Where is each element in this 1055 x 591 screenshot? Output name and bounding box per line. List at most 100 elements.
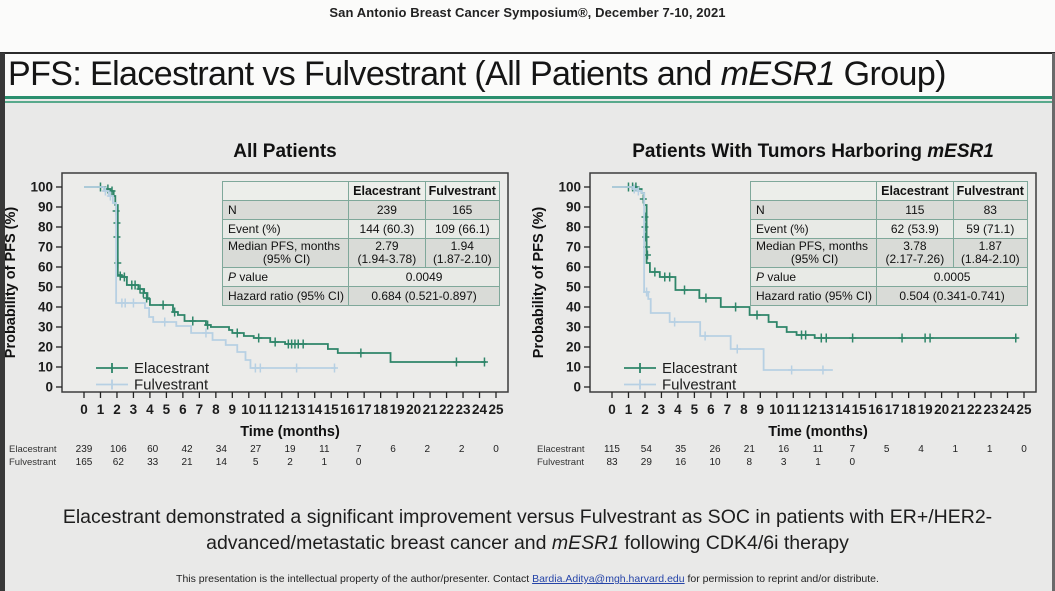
- risk-row-label: Elacestrant: [9, 444, 57, 455]
- risk-value: 6: [390, 444, 396, 455]
- x-tick-label: 25: [488, 402, 504, 417]
- y-tick-label: 20: [38, 340, 53, 355]
- x-tick-label: 12: [802, 402, 817, 417]
- risk-row: Fulvestrant 165 62 33 21 14 5 2 1 0: [0, 457, 527, 470]
- x-tick-label: 20: [406, 402, 421, 417]
- symposium-header: San Antonio Breast Cancer Symposium®, De…: [329, 5, 726, 20]
- median-label-line2: (95% CI): [790, 252, 839, 266]
- legend-label-elacestrant: Elacestrant: [134, 360, 210, 377]
- risk-row-label: Fulvestrant: [9, 457, 56, 468]
- stats-median-elacestrant: 2.79 (1.94-3.78): [348, 238, 426, 268]
- x-tick-label: 15: [324, 402, 340, 417]
- risk-value: 2: [424, 444, 431, 455]
- risk-value: 0: [493, 444, 499, 455]
- y-tick-label: 30: [566, 320, 581, 335]
- x-tick-label: 12: [274, 402, 289, 417]
- x-tick-label: 8: [740, 402, 748, 417]
- x-tick-label: 24: [472, 402, 488, 417]
- y-tick-label: 10: [566, 360, 581, 375]
- risk-value: 19: [284, 444, 296, 455]
- median-label-line2: (95% CI): [262, 252, 311, 266]
- stats-col-elacestrant: Elacestrant: [348, 181, 426, 201]
- risk-value: 83: [606, 457, 618, 468]
- stats-n-fulvestrant: 83: [952, 200, 1029, 220]
- conclusion-line1: Elacestrant demonstrated a significant i…: [28, 504, 1027, 530]
- contact-email-link[interactable]: Bardia.Aditya@mgh.harvard.edu: [532, 573, 685, 585]
- y-tick-label: 40: [566, 300, 581, 315]
- risk-value: 60: [147, 444, 159, 455]
- stats-row-n-label: N: [221, 200, 350, 220]
- header-divider: [0, 52, 1055, 54]
- frame-edge-left: [0, 53, 5, 591]
- risk-value: 1: [952, 444, 959, 455]
- risk-value: 26: [709, 444, 721, 455]
- conclusion-line2-post: following CDK4/6i therapy: [619, 532, 849, 554]
- title-rule-top: [0, 96, 1055, 99]
- x-tick-label: 17: [357, 402, 372, 417]
- x-tick-label: 5: [691, 402, 699, 417]
- conclusion-line2-pre: advanced/metastatic breast cancer and: [206, 532, 552, 554]
- risk-value: 10: [709, 457, 721, 468]
- median-label-line1: Median PFS, months: [228, 239, 341, 253]
- stats-table-all-patients: Elacestrant Fulvestrant N 239 165 Event (%)…: [221, 181, 501, 306]
- x-tick-label: 7: [196, 402, 204, 417]
- stats-row-hr-label: Hazard ratio (95% CI): [221, 286, 350, 306]
- y-tick-label: 70: [566, 240, 581, 255]
- stats-median-fulvestrant: 1.87 (1.84-2.10): [952, 238, 1029, 268]
- risk-value: 2: [458, 444, 465, 455]
- x-tick-label: 21: [423, 402, 439, 417]
- footer-pre: This presentation is the intellectual pr…: [176, 573, 533, 585]
- stats-col-elacestrant: Elacestrant: [876, 181, 954, 201]
- stats-n-fulvestrant: 165: [424, 200, 501, 220]
- stats-col-fulvestrant: Fulvestrant: [424, 181, 501, 201]
- page-title-end: Group): [834, 55, 947, 93]
- chart-title-all-patients: All Patients: [62, 141, 508, 163]
- p-rest: value: [764, 270, 797, 284]
- risk-value: 35: [675, 444, 687, 455]
- stats-hazard-ratio: 0.684 (0.521-0.897): [348, 286, 500, 306]
- y-tick-label: 100: [30, 180, 53, 195]
- y-tick-label: 60: [566, 260, 581, 275]
- x-tick-label: 22: [439, 402, 454, 417]
- median-ci: (1.87-2.10): [432, 252, 492, 266]
- conclusion-line1-text: Elacestrant demonstrated a significant i…: [62, 506, 993, 528]
- p-italic: P: [756, 270, 765, 284]
- stats-pvalue: 0.0049: [348, 267, 500, 287]
- x-tick-label: 4: [146, 402, 154, 417]
- x-tick-label: 13: [819, 402, 835, 417]
- risk-value: 4: [918, 444, 924, 455]
- risk-value: 7: [849, 444, 856, 455]
- stats-row-median-label: Median PFS, months (95% CI): [749, 238, 878, 268]
- risk-row: Elacestrant 115 54 35 26 21 16 11 7 5 4 1 1 0: [528, 444, 1055, 457]
- stats-row-n-label: N: [749, 200, 878, 220]
- x-tick-label: 22: [967, 402, 982, 417]
- y-axis-label: Probability of PFS (%): [531, 207, 547, 359]
- x-tick-label: 11: [258, 402, 273, 417]
- x-tick-label: 21: [951, 402, 967, 417]
- stats-table-mesr1: Elacestrant Fulvestrant N 115 83 Event (%) 6…: [749, 181, 1029, 306]
- stats-pvalue: 0.0005: [876, 267, 1028, 287]
- p-rest: value: [236, 270, 269, 284]
- at-risk-table-mesr1: Elacestrant 115 54 35 26 21 16 11 7 5 4 1 1 0 Fulvestr…: [528, 444, 1055, 476]
- x-tick-label: 1: [97, 402, 105, 417]
- frame-edge-right: [1052, 53, 1055, 591]
- stats-event-elacestrant: 62 (53.9): [876, 219, 954, 239]
- stats-row-event-label: Event (%): [749, 219, 878, 239]
- x-tick-label: 6: [707, 402, 715, 417]
- stats-n-elacestrant: 115: [876, 200, 954, 220]
- x-tick-label: 10: [241, 402, 256, 417]
- risk-row-label: Elacestrant: [537, 444, 585, 455]
- y-tick-label: 80: [38, 220, 53, 235]
- y-tick-label: 50: [566, 280, 581, 295]
- risk-row-label: Fulvestrant: [537, 457, 584, 468]
- risk-row: Elacestrant 239 106 60 42 34 27 19 11 7 6 2 2 0: [0, 444, 527, 457]
- stats-blank-cell: [749, 181, 878, 201]
- risk-value: 1: [815, 457, 821, 468]
- x-tick-label: 14: [307, 402, 323, 417]
- risk-value: 106: [109, 444, 127, 455]
- y-tick-label: 0: [573, 380, 581, 395]
- legend-label-fulvestrant: Fulvestrant: [134, 377, 209, 394]
- x-tick-label: 17: [885, 402, 900, 417]
- footer-note: This presentation is the intellectual pr…: [0, 573, 1055, 585]
